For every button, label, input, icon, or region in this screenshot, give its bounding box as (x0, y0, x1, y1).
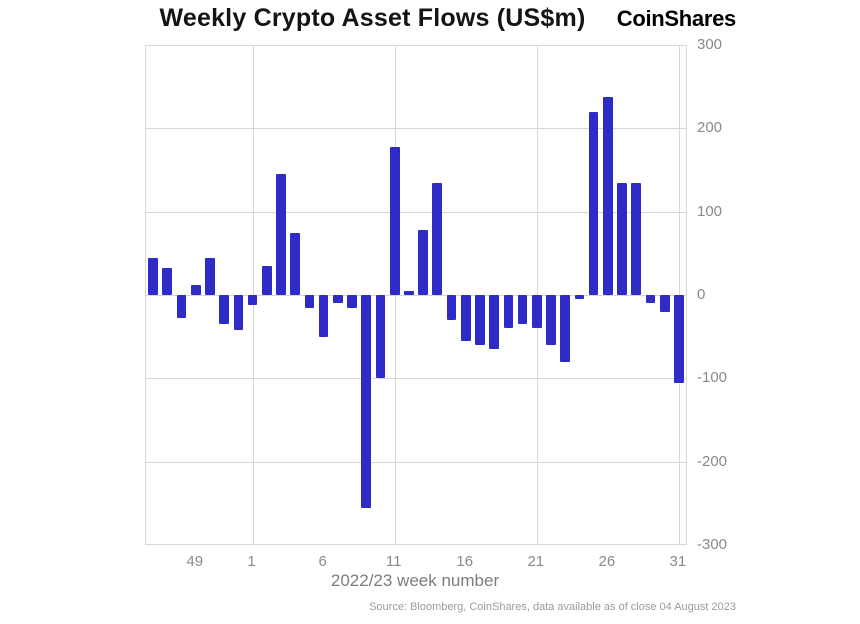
y-tick-label: -300 (697, 536, 728, 553)
bar-week-21 (531, 295, 542, 329)
x-tick-label: 49 (186, 553, 204, 570)
x-tick-label: 26 (598, 553, 616, 570)
gridline-horizontal (146, 45, 686, 46)
chart-title: Weekly Crypto Asset Flows (US$m) (159, 4, 586, 32)
x-tick-label: 21 (527, 553, 545, 570)
bar-week-14 (432, 182, 443, 295)
y-tick-label: 300 (697, 36, 723, 53)
bar-week-18 (489, 295, 499, 350)
x-tick-label: 31 (669, 553, 687, 570)
gridline-horizontal (146, 295, 686, 296)
bar-week-5 (304, 295, 315, 308)
bar-week-52 (233, 295, 244, 330)
coinshares-logo: CoinShares (616, 6, 737, 31)
bar-week-13 (418, 230, 428, 295)
bar-week-49 (190, 285, 201, 295)
y-tick-label: 0 (697, 286, 706, 303)
bar-week-1 (247, 295, 258, 305)
bar-week-29 (645, 295, 656, 304)
bar-week-31 (674, 295, 684, 383)
gridline-horizontal (146, 128, 686, 130)
bar-week-2 (261, 265, 272, 295)
bar-week-6 (318, 295, 329, 337)
bar-week-48 (176, 295, 187, 319)
bar-week-23 (560, 295, 571, 362)
gridline-horizontal (146, 461, 686, 463)
y-tick-label: 100 (697, 202, 723, 220)
x-tick-label: 16 (456, 553, 474, 570)
bar-week-24 (574, 295, 585, 300)
x-tick-label: 11 (385, 553, 402, 570)
bar-week-15 (446, 295, 457, 320)
bar-week-47 (162, 267, 173, 295)
bar-week-11 (389, 146, 400, 295)
bar-week-3 (276, 174, 286, 295)
bar-week-30 (659, 295, 670, 312)
y-tick-label: -200 (697, 452, 728, 470)
x-tick-label: 1 (247, 553, 256, 570)
gridline-horizontal (146, 211, 686, 213)
bar-week-12 (404, 290, 414, 295)
bar-week-9 (361, 295, 372, 508)
bar-week-27 (617, 182, 627, 295)
y-tick-label: -100 (697, 369, 728, 387)
bar-week-50 (205, 257, 215, 295)
gridline-vertical (394, 45, 396, 545)
x-axis-title: 2022/23 week number (330, 571, 500, 590)
bar-week-10 (375, 295, 386, 379)
source-note: Source: Bloomberg, CoinShares, data avai… (369, 601, 736, 613)
bar-week-19 (503, 295, 514, 329)
bar-week-4 (290, 232, 301, 295)
gridline-horizontal (146, 544, 686, 545)
bar-week-17 (475, 295, 485, 345)
bar-week-20 (517, 295, 528, 325)
bar-week-8 (347, 295, 357, 308)
bar-week-26 (603, 96, 613, 295)
bar-week-16 (460, 295, 471, 341)
plot-area (145, 45, 687, 545)
x-tick-label: 6 (318, 553, 327, 570)
bar-week-51 (219, 295, 229, 325)
bar-week-22 (546, 295, 556, 345)
bar-week-28 (631, 182, 642, 295)
bar-week-7 (333, 295, 343, 304)
bar-week-46 (148, 257, 158, 295)
gridline-horizontal (146, 378, 686, 380)
y-tick-label: 200 (697, 119, 723, 137)
bar-week-25 (588, 111, 599, 295)
